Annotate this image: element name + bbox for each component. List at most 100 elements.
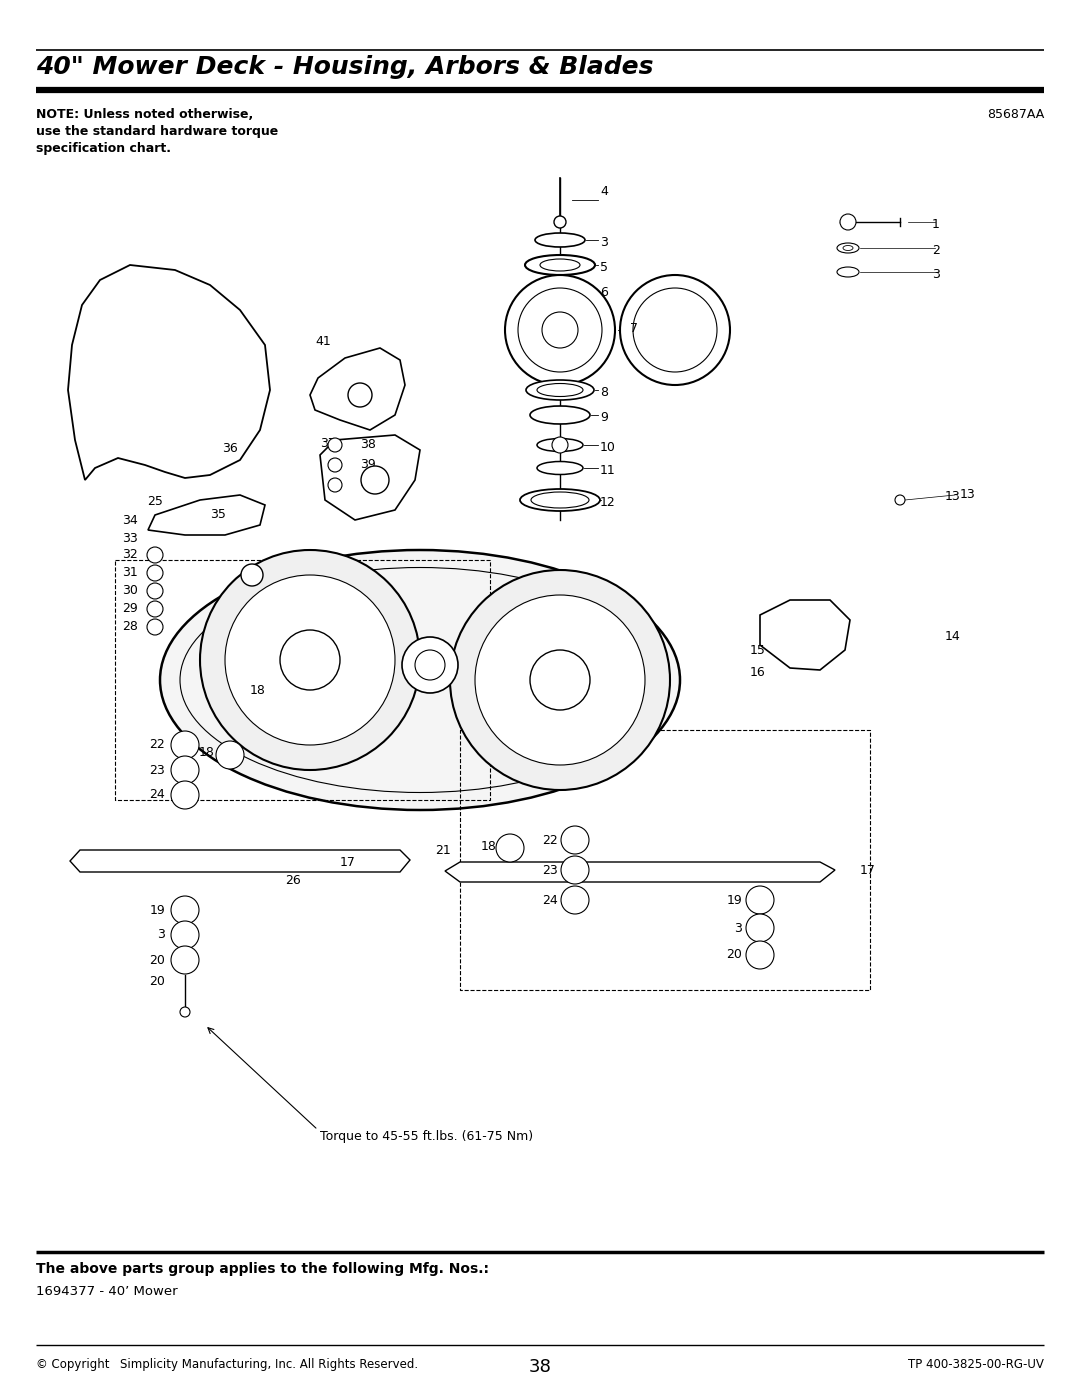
- Ellipse shape: [843, 246, 853, 250]
- Text: 18: 18: [481, 840, 497, 854]
- Ellipse shape: [532, 282, 588, 298]
- Circle shape: [561, 886, 589, 914]
- Text: 4: 4: [600, 184, 608, 198]
- Text: 85687AA: 85687AA: [987, 108, 1044, 122]
- Text: 40: 40: [360, 479, 376, 492]
- Text: 20: 20: [149, 954, 165, 967]
- Text: 14: 14: [944, 630, 960, 643]
- Text: 30: 30: [122, 584, 138, 598]
- Circle shape: [518, 288, 602, 372]
- Text: 3: 3: [600, 236, 608, 249]
- Ellipse shape: [531, 492, 589, 509]
- Text: 3: 3: [157, 929, 165, 942]
- Circle shape: [180, 1007, 190, 1017]
- Circle shape: [450, 570, 670, 789]
- Text: 24: 24: [149, 788, 165, 802]
- Text: The above parts group applies to the following Mfg. Nos.:: The above parts group applies to the fol…: [36, 1261, 489, 1275]
- Text: 25: 25: [147, 495, 163, 509]
- Text: 23: 23: [542, 863, 558, 876]
- Circle shape: [561, 856, 589, 884]
- Circle shape: [171, 731, 199, 759]
- Circle shape: [840, 214, 856, 231]
- Text: 9: 9: [600, 411, 608, 425]
- Circle shape: [348, 383, 372, 407]
- Text: 28: 28: [122, 620, 138, 633]
- Circle shape: [746, 914, 774, 942]
- Text: 33: 33: [122, 531, 138, 545]
- Text: Torque to 45-55 ft.lbs. (61-75 Nm): Torque to 45-55 ft.lbs. (61-75 Nm): [320, 1130, 534, 1143]
- Text: 41: 41: [315, 335, 330, 348]
- Circle shape: [241, 564, 264, 585]
- Text: 34: 34: [122, 514, 138, 527]
- Polygon shape: [760, 599, 850, 671]
- Text: Simplicity Manufacturing, Inc. All Rights Reserved.: Simplicity Manufacturing, Inc. All Right…: [120, 1358, 418, 1370]
- Text: 26: 26: [285, 873, 300, 887]
- Text: 32: 32: [122, 549, 138, 562]
- Circle shape: [147, 583, 163, 599]
- Text: 40" Mower Deck - Housing, Arbors & Blades: 40" Mower Deck - Housing, Arbors & Blade…: [36, 54, 653, 80]
- Ellipse shape: [537, 439, 583, 451]
- Circle shape: [415, 650, 445, 680]
- Circle shape: [328, 458, 342, 472]
- Text: 19: 19: [149, 904, 165, 916]
- Circle shape: [554, 217, 566, 228]
- Circle shape: [746, 942, 774, 970]
- Text: TP 400-3825-00-RG-UV: TP 400-3825-00-RG-UV: [908, 1358, 1044, 1370]
- Ellipse shape: [537, 461, 583, 475]
- Ellipse shape: [526, 380, 594, 400]
- Ellipse shape: [160, 550, 680, 810]
- Ellipse shape: [525, 256, 595, 275]
- Circle shape: [552, 437, 568, 453]
- Circle shape: [530, 650, 590, 710]
- Text: 22: 22: [542, 834, 558, 847]
- Circle shape: [171, 921, 199, 949]
- Text: 39: 39: [360, 458, 376, 472]
- Text: 37: 37: [320, 437, 336, 450]
- Text: 24: 24: [542, 894, 558, 907]
- Circle shape: [328, 439, 342, 453]
- Polygon shape: [320, 434, 420, 520]
- Circle shape: [361, 467, 389, 495]
- Ellipse shape: [837, 267, 859, 277]
- Circle shape: [746, 886, 774, 914]
- Text: 1694377 - 40’ Mower: 1694377 - 40’ Mower: [36, 1285, 177, 1298]
- Circle shape: [147, 619, 163, 636]
- Text: 3: 3: [932, 268, 940, 281]
- Circle shape: [200, 550, 420, 770]
- Circle shape: [171, 895, 199, 923]
- Circle shape: [328, 478, 342, 492]
- Text: 31: 31: [122, 567, 138, 580]
- Text: 5: 5: [600, 261, 608, 274]
- Polygon shape: [310, 348, 405, 430]
- Text: 3: 3: [734, 922, 742, 935]
- Text: 29: 29: [122, 602, 138, 616]
- Polygon shape: [445, 862, 835, 882]
- Text: 16: 16: [750, 665, 766, 679]
- Circle shape: [147, 548, 163, 563]
- Text: 21: 21: [435, 844, 450, 856]
- Text: 35: 35: [210, 509, 226, 521]
- Text: © Copyright: © Copyright: [36, 1358, 109, 1370]
- Circle shape: [542, 312, 578, 348]
- Text: 6: 6: [600, 286, 608, 299]
- Text: 15: 15: [750, 644, 766, 657]
- Circle shape: [620, 275, 730, 386]
- Polygon shape: [70, 849, 410, 872]
- Text: specification chart.: specification chart.: [36, 142, 171, 155]
- Circle shape: [171, 756, 199, 784]
- Text: 38: 38: [360, 439, 376, 451]
- Polygon shape: [68, 265, 270, 481]
- Ellipse shape: [537, 384, 583, 397]
- Text: 23: 23: [149, 764, 165, 777]
- Text: 19: 19: [726, 894, 742, 907]
- Text: 18: 18: [199, 746, 215, 759]
- Ellipse shape: [540, 258, 580, 271]
- Text: 12: 12: [600, 496, 616, 509]
- Text: 20: 20: [149, 975, 165, 988]
- Circle shape: [561, 826, 589, 854]
- Text: 8: 8: [600, 386, 608, 400]
- Text: 38: 38: [528, 1358, 552, 1376]
- Polygon shape: [148, 495, 265, 535]
- Ellipse shape: [837, 243, 859, 253]
- Circle shape: [225, 576, 395, 745]
